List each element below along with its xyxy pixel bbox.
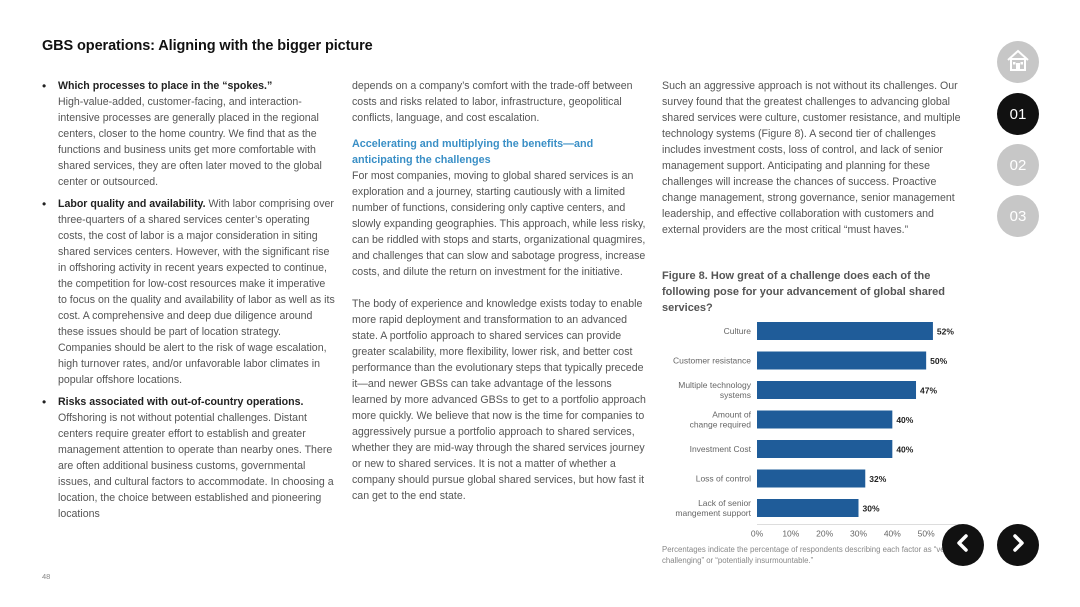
category-label: Loss of control — [696, 474, 751, 484]
section-subheading: Accelerating and multiplying the benefit… — [352, 138, 594, 166]
tick-label: 20% — [816, 529, 833, 539]
section-02-button[interactable]: 02 — [997, 144, 1039, 186]
tick-label: 0% — [751, 529, 764, 539]
bullet-text: With labor comprising over three-quarter… — [58, 198, 335, 386]
data-label: 52% — [937, 327, 954, 337]
data-label: 50% — [930, 356, 947, 366]
category-label: Culture — [724, 326, 752, 336]
category-label: Investment Cost — [690, 444, 752, 454]
section-01-button[interactable]: 01 — [997, 93, 1039, 135]
figure-footnote: Percentages indicate the percentage of r… — [662, 545, 952, 565]
bullet-item: Which processes to place in the “spokes.… — [42, 78, 337, 190]
home-icon — [1006, 49, 1030, 75]
bullet-heading: Risks associated with out-of-country ope… — [58, 396, 304, 408]
paragraph: For most companies, moving to global sha… — [352, 170, 646, 278]
figure-title: Figure 8. How great of a challenge does … — [662, 270, 945, 314]
bar — [757, 381, 917, 399]
bullet-item: Risks associated with out-of-country ope… — [42, 394, 337, 522]
bar — [757, 499, 859, 517]
data-label: 30% — [863, 504, 880, 514]
data-label: 47% — [920, 386, 937, 396]
bar — [757, 351, 927, 370]
tick-label: 50% — [918, 529, 935, 539]
bullet-heading: Labor quality and availability. — [58, 198, 206, 210]
page-number: 48 — [42, 572, 51, 581]
bar — [757, 322, 933, 340]
paragraph: The body of experience and knowledge exi… — [352, 298, 646, 502]
category-label: Customer resistance — [673, 356, 751, 366]
bar — [757, 440, 893, 458]
category-label: Multiple technology systems — [678, 380, 752, 400]
tick-label: 10% — [782, 529, 799, 539]
bullet-item: Labor quality and availability. With lab… — [42, 196, 337, 388]
paragraph: Such an aggressive approach is not witho… — [662, 80, 961, 236]
home-button[interactable] — [997, 41, 1039, 83]
data-label: 40% — [896, 445, 913, 455]
tick-label: 30% — [850, 529, 867, 539]
tick-label: 40% — [884, 529, 901, 539]
page-title: GBS operations: Aligning with the bigger… — [42, 38, 373, 54]
data-label: 32% — [869, 474, 886, 484]
bullet-text: High-value-added, customer-facing, and i… — [58, 96, 322, 188]
paragraph: depends on a company’s comfort with the … — [352, 80, 633, 124]
column-middle: depends on a company’s comfort with the … — [352, 78, 648, 514]
chevron-left-icon — [953, 533, 973, 558]
bar — [757, 469, 866, 488]
previous-page-button[interactable] — [942, 524, 984, 566]
next-page-button[interactable] — [997, 524, 1039, 566]
bar — [757, 410, 893, 429]
column-right: Such an aggressive approach is not witho… — [662, 78, 962, 248]
chevron-right-icon — [1008, 533, 1028, 558]
category-label: Lack of senior mangement support — [675, 498, 751, 518]
bullet-heading: Which processes to place in the “spokes.… — [58, 80, 273, 92]
category-label: Amount of change required — [690, 410, 752, 430]
data-label: 40% — [896, 415, 913, 425]
column-left: Which processes to place in the “spokes.… — [42, 78, 337, 528]
bullet-text: Offshoring is not without potential chal… — [58, 412, 334, 520]
section-03-button[interactable]: 03 — [997, 195, 1039, 237]
challenges-bar-chart: 52% Culture 50% Customer resistance 47% Multi… — [673, 322, 960, 539]
